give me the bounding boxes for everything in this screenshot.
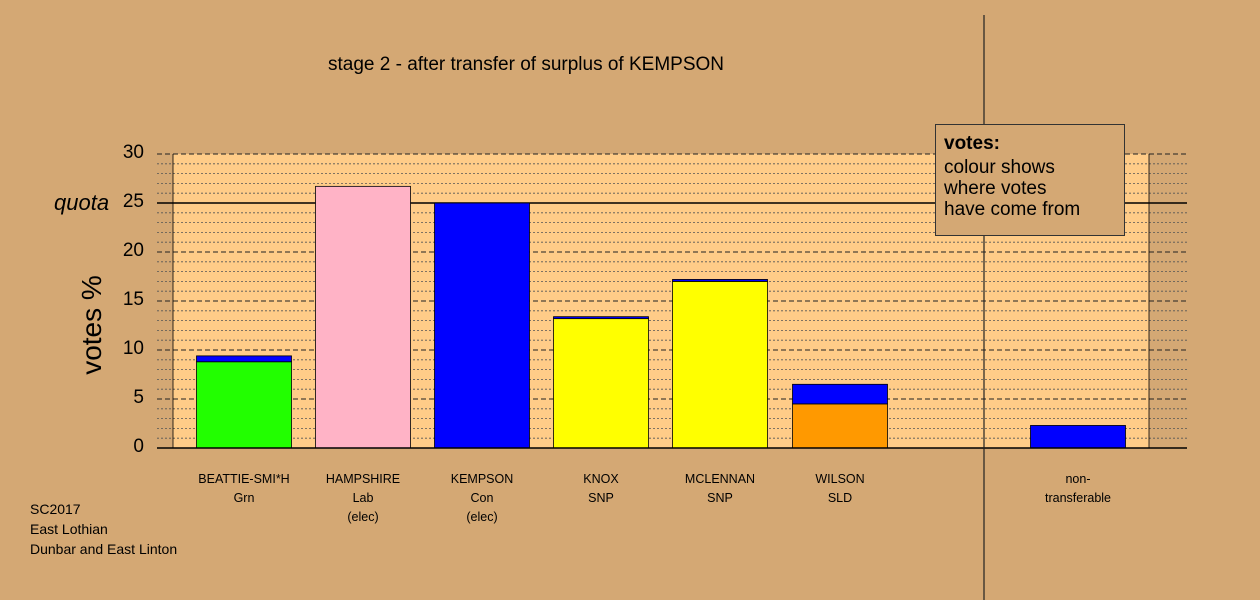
y-tick-label: 25	[122, 191, 144, 212]
x-tick-label-line: SLD	[827, 491, 853, 505]
bar-segment-mclennan	[672, 279, 768, 282]
legend-line: colour shows	[944, 157, 1055, 178]
bar-segment-beattie-smi*h	[196, 361, 292, 449]
y-tick-label: 10	[122, 338, 144, 359]
x-tick-label-line: WILSON	[815, 472, 865, 486]
x-tick-label-line: HAMPSHIRE	[325, 472, 401, 486]
caption: SC2017 East Lothian Dunbar and East Lint…	[30, 499, 177, 559]
bars	[196, 185, 1126, 449]
x-tick-label: WILSON SLD	[775, 470, 905, 508]
x-tick-label-line: BEATTIE-SMI*H	[198, 472, 290, 486]
bar-segment-kempson	[434, 202, 530, 449]
x-tick-label-line: non-	[1065, 472, 1091, 486]
legend: votes: colour shows where votes have com…	[935, 124, 1125, 236]
x-tick-label-line: SNP	[707, 491, 733, 505]
x-tick-label: BEATTIE-SMI*H Grn	[179, 470, 309, 508]
y-tick-label: 30	[122, 142, 144, 163]
caption-election: SC2017	[30, 501, 81, 517]
caption-council: East Lothian	[30, 521, 108, 537]
bar-segment-mclennan	[672, 280, 768, 449]
y-tick-label: 20	[122, 240, 144, 261]
bar-segment-wilson	[792, 403, 888, 449]
x-tick-label-line: Grn	[233, 491, 255, 505]
y-tick-label: 0	[133, 436, 144, 457]
x-tick-label-line: Con	[470, 491, 494, 505]
x-tick-label: MCLENNAN SNP	[655, 470, 785, 508]
x-tick-label-line: SNP	[588, 491, 614, 505]
caption-ward: Dunbar and East Linton	[30, 541, 178, 557]
bar-segment-hampshire	[315, 185, 411, 449]
x-tick-label: KNOX SNP	[536, 470, 666, 508]
y-tick-label: 5	[133, 387, 144, 408]
quota-label: quota	[54, 190, 110, 215]
y-axis-label: votes %	[76, 275, 107, 375]
axes	[157, 15, 1187, 600]
bar-segment-knox	[553, 318, 649, 449]
y-tick-label: 15	[122, 289, 144, 310]
x-tick-label-line: KNOX	[583, 472, 619, 486]
bar-segment-non-transferable	[1030, 425, 1126, 449]
legend-title: votes:	[944, 133, 1000, 154]
bar-segment-wilson	[792, 383, 888, 405]
x-tick-label-line: Lab	[352, 491, 374, 505]
legend-line: where votes	[944, 178, 1047, 199]
x-tick-label: HAMPSHIRE Lab (elec)	[298, 470, 428, 527]
x-tick-label-line: (elec)	[466, 510, 498, 524]
x-tick-label-line: (elec)	[347, 510, 379, 524]
chart-title: stage 2 - after transfer of surplus of K…	[328, 54, 724, 75]
x-tick-label: KEMPSON Con (elec)	[417, 470, 547, 527]
x-tick-label-line: KEMPSON	[450, 472, 514, 486]
bar-segment-beattie-smi*h	[196, 355, 292, 363]
legend-line: have come from	[944, 199, 1081, 220]
bar-segment-knox	[553, 316, 649, 320]
x-tick-label-line: MCLENNAN	[684, 472, 756, 486]
x-tick-label-line: transferable	[1044, 491, 1111, 505]
x-tick-label: non-transferable	[1013, 470, 1143, 508]
